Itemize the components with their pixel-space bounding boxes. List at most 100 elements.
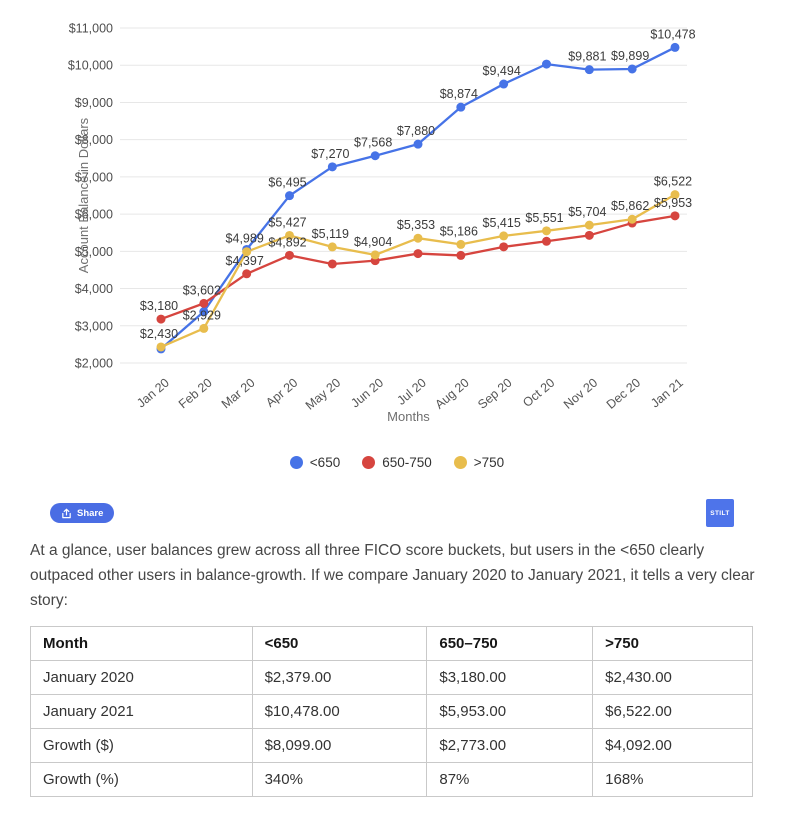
data-point-label: $3,180 xyxy=(140,299,178,313)
data-point-label: $7,270 xyxy=(311,147,349,161)
x-axis-tick-label: Dec 20 xyxy=(604,376,643,412)
table-cell: Growth ($) xyxy=(30,728,253,763)
data-point xyxy=(242,247,252,257)
data-point xyxy=(199,323,209,333)
y-axis-tick-label: $2,000 xyxy=(75,357,113,371)
data-point xyxy=(285,230,294,240)
data-point-label: $9,881 xyxy=(568,50,606,64)
x-axis-tick-label: Jan 20 xyxy=(134,376,172,411)
data-point-label: $5,551 xyxy=(525,211,563,225)
data-point-label: $5,427 xyxy=(268,215,306,229)
x-axis-tick-label: Oct 20 xyxy=(520,376,557,410)
data-point xyxy=(327,259,337,269)
data-point xyxy=(670,211,680,221)
summary-table: Month <650 650–750 >750 January 2020 $2,379.… xyxy=(30,626,753,797)
data-point xyxy=(627,64,637,74)
chart-legend: <650 650-750 >750 xyxy=(0,450,794,474)
table-row: January 2021 $10,478.00 $5,953.00 $6,522.00 xyxy=(30,694,753,729)
data-point xyxy=(670,190,680,200)
data-point xyxy=(327,162,337,172)
table-header-cell: 650–750 xyxy=(426,626,594,661)
data-point xyxy=(542,236,551,246)
stilt-badge-label: STILT xyxy=(710,509,730,517)
table-cell: Growth (%) xyxy=(30,762,253,797)
table-header-row: Month <650 650–750 >750 xyxy=(30,626,753,661)
y-axis-tick-label: $4,000 xyxy=(75,282,113,296)
legend-dot-icon xyxy=(362,455,376,469)
y-axis-tick-label: $9,000 xyxy=(75,96,113,110)
data-point-label: $2,430 xyxy=(140,327,178,341)
data-point xyxy=(499,242,509,252)
data-point xyxy=(542,226,551,236)
y-axis-tick-label: $5,000 xyxy=(75,245,113,259)
table-cell: $2,430.00 xyxy=(592,660,753,695)
table-cell: 340% xyxy=(251,762,428,797)
share-button[interactable]: Share xyxy=(50,503,115,523)
stilt-badge[interactable]: STILT xyxy=(706,499,734,527)
table-cell: $6,522.00 xyxy=(592,694,753,729)
data-point xyxy=(584,65,594,75)
legend-item[interactable]: >750 xyxy=(453,454,505,470)
share-icon xyxy=(62,508,71,518)
data-point-label: $4,397 xyxy=(226,254,264,268)
legend-item[interactable]: 650-750 xyxy=(362,455,432,470)
y-axis-title: Account Balance in Dollars xyxy=(76,117,91,273)
series-line xyxy=(160,46,676,350)
data-point-label: $9,494 xyxy=(483,64,521,78)
x-axis-tick-label: May 20 xyxy=(303,376,343,413)
x-axis-tick-label: Mar 20 xyxy=(219,376,258,412)
data-point xyxy=(584,220,594,230)
data-point-label: $5,119 xyxy=(312,227,349,241)
table-header-cell: >750 xyxy=(592,626,753,661)
data-point-label: $10,478 xyxy=(650,27,695,41)
table-cell: $8,099.00 xyxy=(251,728,428,763)
table-cell: $3,180.00 xyxy=(426,660,594,695)
legend-item[interactable]: <650 xyxy=(289,454,341,470)
data-point xyxy=(456,250,466,260)
table-cell: 87% xyxy=(426,762,594,797)
data-point xyxy=(413,233,423,243)
data-point-label: $7,568 xyxy=(354,136,392,150)
x-axis-tick-label: Nov 20 xyxy=(561,376,600,412)
y-axis-tick-label: $6,000 xyxy=(75,208,113,222)
x-axis-tick-label: Jun 20 xyxy=(348,376,386,411)
legend-label: <650 xyxy=(309,454,341,470)
x-axis-tick-label: Feb 20 xyxy=(176,376,215,412)
x-axis-tick-label: Jul 20 xyxy=(394,376,429,408)
data-point xyxy=(499,231,509,241)
table-row: Growth (%) 340% 87% 168% xyxy=(30,762,753,797)
data-point-label: $8,874 xyxy=(440,87,478,101)
share-button-label: Share xyxy=(77,507,104,519)
data-point xyxy=(627,214,637,224)
data-point-label: $2,929 xyxy=(183,308,221,322)
data-point xyxy=(285,250,294,260)
data-point xyxy=(370,250,380,260)
data-point-label: $5,704 xyxy=(568,205,606,219)
legend-dot-icon xyxy=(289,455,303,469)
data-point xyxy=(156,314,166,324)
y-axis-tick-label: $8,000 xyxy=(75,133,113,147)
x-axis-tick-label: Jan 21 xyxy=(648,376,686,411)
data-point xyxy=(370,151,380,161)
data-point xyxy=(413,249,423,259)
x-axis-title: Months xyxy=(387,409,430,424)
table-cell: $10,478.00 xyxy=(251,694,428,729)
data-point xyxy=(327,242,337,252)
data-point-label: $3,602 xyxy=(183,283,221,297)
table-cell: $5,953.00 xyxy=(426,694,594,729)
data-point xyxy=(499,79,509,89)
y-axis-tick-label: $7,000 xyxy=(75,170,113,184)
y-axis-tick-label: $3,000 xyxy=(75,319,113,333)
legend-label: >750 xyxy=(473,454,505,470)
table-cell: January 2021 xyxy=(30,694,253,729)
data-point-label: $9,899 xyxy=(611,49,649,63)
y-axis-tick-label: $10,000 xyxy=(68,59,113,73)
data-point xyxy=(542,59,551,69)
data-point-label: $6,522 xyxy=(654,175,692,189)
data-point xyxy=(242,269,252,279)
table-cell: 168% xyxy=(592,762,753,797)
data-point xyxy=(285,191,294,201)
table-row: January 2020 $2,379.00 $3,180.00 $2,430.00 xyxy=(30,660,753,695)
data-point-label: $5,186 xyxy=(440,224,478,238)
data-point xyxy=(456,239,466,249)
